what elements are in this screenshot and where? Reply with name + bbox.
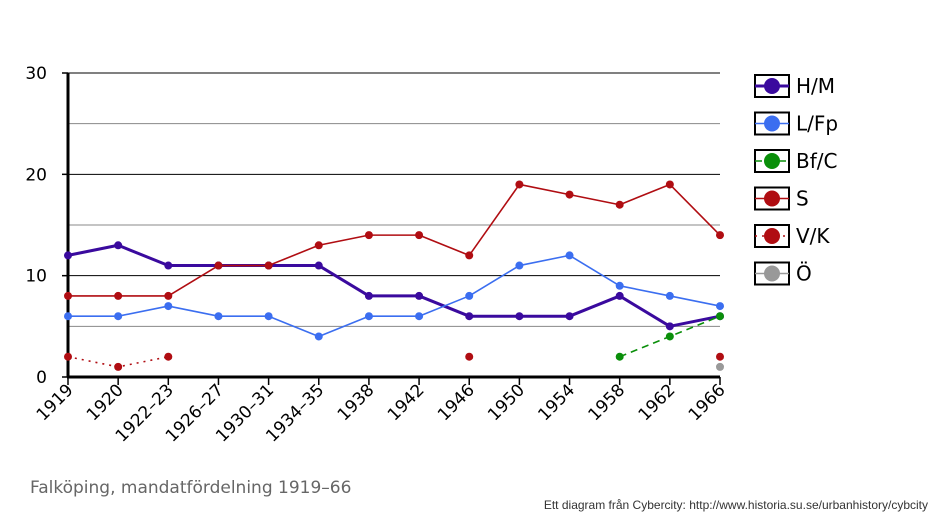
data-point <box>364 231 373 240</box>
legend-label: L/Fp <box>796 112 838 136</box>
data-point <box>716 352 724 361</box>
data-point <box>665 322 674 331</box>
data-point <box>716 312 724 321</box>
x-tick-label: 1946 <box>434 380 479 425</box>
data-point <box>64 291 72 300</box>
credit-line: Ett diagram från Cybercity: http://www.h… <box>543 498 928 512</box>
data-point <box>114 291 123 300</box>
series-layer <box>64 180 724 371</box>
data-point <box>415 231 424 240</box>
axes <box>66 73 720 379</box>
data-point <box>264 261 273 270</box>
legend-entry: H/M <box>754 74 835 98</box>
x-tick-label: 1962 <box>635 380 680 425</box>
data-point <box>615 281 624 290</box>
grid-lines <box>68 72 720 327</box>
data-point <box>716 302 724 311</box>
x-tick-label: 1958 <box>584 380 629 425</box>
legend: H/M L/Fp Bf/C S V/K Ö <box>754 74 838 286</box>
data-point <box>716 362 724 371</box>
data-point <box>164 291 173 300</box>
series-line <box>67 355 169 368</box>
data-point <box>515 180 524 189</box>
data-point <box>665 332 674 341</box>
y-tick-label: 20 <box>25 165 47 185</box>
data-point <box>465 251 474 260</box>
legend-marker <box>764 115 780 132</box>
data-point <box>264 312 273 321</box>
data-point <box>64 352 72 361</box>
legend-label: H/M <box>796 74 835 98</box>
data-point <box>114 312 123 321</box>
y-tick-label: 0 <box>36 368 47 388</box>
series-V/K <box>64 352 724 371</box>
series-line <box>68 183 721 297</box>
data-point <box>615 291 624 300</box>
data-point <box>64 251 72 260</box>
data-point <box>716 231 724 240</box>
y-tick-label: 10 <box>25 267 47 287</box>
series-line <box>67 243 721 328</box>
data-point <box>615 352 624 361</box>
legend-marker <box>764 153 780 169</box>
data-point <box>565 190 574 199</box>
data-point <box>214 312 223 321</box>
data-point <box>214 261 223 270</box>
data-point <box>565 312 574 321</box>
legend-label: Ö <box>796 262 812 286</box>
data-point <box>465 291 474 300</box>
x-tick-label: 1938 <box>334 380 379 425</box>
data-point <box>615 200 624 209</box>
x-tick-label: 1954 <box>534 380 579 425</box>
series-L/Fp <box>64 251 724 341</box>
legend-label: V/K <box>796 224 830 248</box>
data-point <box>364 312 373 321</box>
legend-entry: Ö <box>754 261 812 286</box>
legend-marker <box>764 190 780 207</box>
data-point <box>64 312 72 321</box>
series-Ö <box>716 362 724 371</box>
legend-marker <box>764 228 780 244</box>
series-S <box>64 180 724 300</box>
data-point <box>465 352 474 361</box>
data-point <box>665 180 674 189</box>
data-point <box>114 362 123 371</box>
data-point <box>364 291 373 300</box>
x-tick-label: 1966 <box>685 380 730 425</box>
series-Bf/C <box>615 312 724 361</box>
data-point <box>415 291 424 300</box>
legend-label: Bf/C <box>796 149 837 173</box>
data-point <box>665 291 674 300</box>
y-tick-label: 30 <box>25 64 47 84</box>
legend-entry: S <box>754 186 809 211</box>
x-tick-label: 1942 <box>384 380 429 425</box>
data-point <box>114 241 123 250</box>
data-point <box>415 312 424 321</box>
legend-entry: V/K <box>754 224 830 248</box>
legend-marker <box>764 265 780 282</box>
legend-marker <box>764 78 780 94</box>
chart-caption: Falköping, mandatfördelning 1919–66 <box>30 478 352 498</box>
legend-entry: L/Fp <box>754 111 838 136</box>
data-point <box>164 352 173 361</box>
data-point <box>565 251 574 260</box>
x-tick-label: 1950 <box>484 380 529 425</box>
data-point <box>465 312 474 321</box>
data-point <box>314 261 323 270</box>
data-point <box>314 241 323 250</box>
data-point <box>164 302 173 311</box>
legend-entry: Bf/C <box>754 149 837 173</box>
series-line <box>68 254 721 338</box>
x-tick-label: 1920 <box>83 380 128 425</box>
data-point <box>515 312 524 321</box>
data-point <box>164 261 173 270</box>
legend-label: S <box>796 187 809 211</box>
data-point <box>314 332 323 341</box>
y-axis-ticks: 0 10 20 30 <box>25 64 68 388</box>
series-H/M <box>64 241 724 331</box>
data-point <box>515 261 524 270</box>
